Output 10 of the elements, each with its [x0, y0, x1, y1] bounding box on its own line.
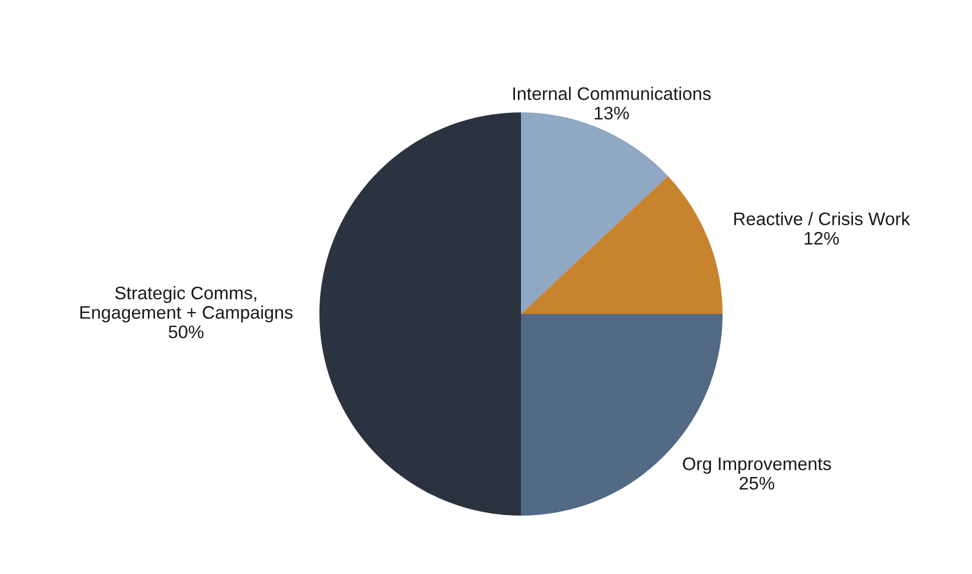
data-label: 12%: [804, 232, 839, 245]
pie-slice: [319, 112, 521, 516]
data-label: 25%: [740, 476, 774, 490]
slice-label: Strategic Comms, Engagement + Campaigns: [80, 286, 293, 322]
data-label: 13%: [594, 106, 629, 120]
slice-label: Reactive / Crisis Work: [734, 212, 910, 226]
slice-label: Org Improvements: [682, 457, 831, 474]
pie-slice: [521, 176, 723, 314]
data-label: 50%: [168, 326, 204, 338]
slice-label: Internal Communications: [513, 86, 711, 100]
